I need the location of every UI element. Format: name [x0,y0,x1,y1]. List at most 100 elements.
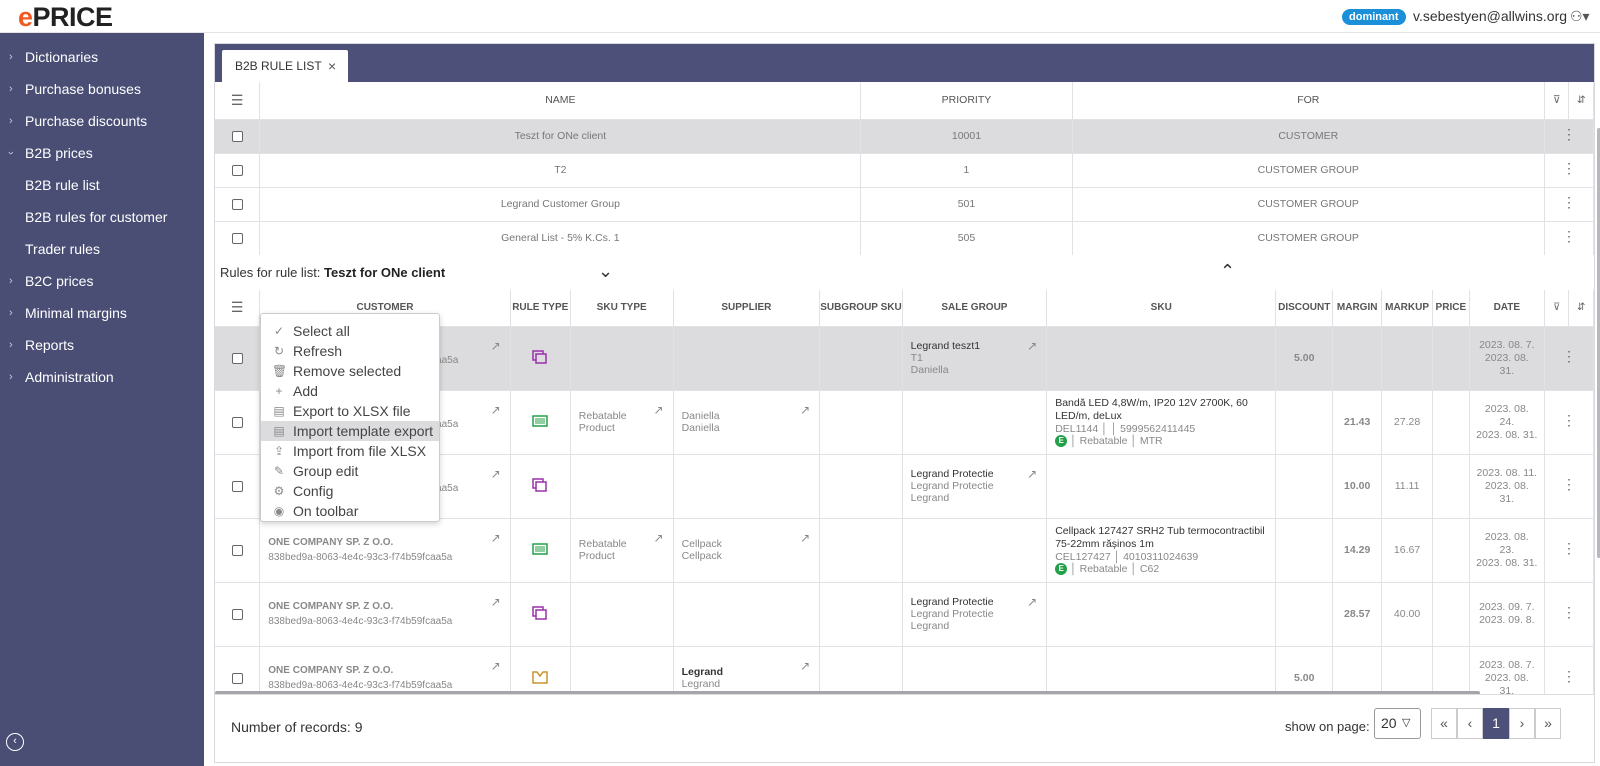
sidebar-item-b2c-prices[interactable]: › B2C prices [0,265,204,297]
sidebar-item-purchase-discounts[interactable]: › Purchase discounts [0,105,204,137]
header-subgroup-sku[interactable]: SUBGROUP SKU [819,290,903,327]
close-tab-icon[interactable]: × [328,58,337,74]
external-link-icon[interactable]: ↗ [1027,594,1038,609]
column-menu-icon[interactable]: ☰ [215,82,261,120]
row-actions-icon[interactable]: ⋮ [1544,518,1595,583]
header-date[interactable]: DATE [1469,290,1545,327]
menu-item-on-toolbar[interactable]: ◉ On toolbar [273,503,359,519]
header-sku[interactable]: SKU [1046,290,1277,327]
row-checkbox[interactable] [215,153,261,188]
external-link-icon[interactable]: ↗ [800,658,811,673]
table-row[interactable]: T2 1 CUSTOMER GROUP ⋮ [215,153,1594,188]
row-actions-icon[interactable]: ⋮ [1544,326,1595,391]
table-row[interactable]: Legrand Customer Group 501 CUSTOMER GROU… [215,187,1594,222]
external-link-icon[interactable]: ↗ [1027,338,1038,353]
row-actions-icon[interactable]: ⋮ [1544,221,1594,256]
filter-icon[interactable]: ⊽ [1544,82,1570,120]
table-row[interactable]: General List - 5% K.Cs. 1 505 CUSTOMER G… [215,221,1594,256]
header-price[interactable]: PRICE [1432,290,1470,327]
header-sale-group[interactable]: SALE GROUP [902,290,1048,327]
sidebar-item-dictionaries[interactable]: › Dictionaries [0,41,204,73]
header-name[interactable]: NAME [259,82,862,120]
prev-page-button[interactable]: ‹ [1457,708,1483,739]
external-link-icon[interactable]: ↗ [490,402,501,417]
sidebar-item-administration[interactable]: › Administration [0,361,204,393]
row-checkbox[interactable] [215,221,261,256]
menu-item-import-template-export[interactable]: ▤ Import template export [261,421,439,441]
sidebar-item-b2b-prices[interactable]: ‹ B2B prices [0,137,204,169]
external-link-icon[interactable]: ↗ [653,530,664,545]
sidebar-item-trader-rules[interactable]: Trader rules [0,233,204,265]
header-sku-type[interactable]: SKU TYPE [570,290,674,327]
external-link-icon[interactable]: ↗ [490,338,501,353]
sidebar-item-b2b-rule-list[interactable]: B2B rule list [0,169,204,201]
table-row[interactable]: ONE COMPANY SP. Z O.O. 838bed9a-8063-4e4c… [215,582,1595,647]
row-actions-icon[interactable]: ⋮ [1544,153,1594,188]
row-actions-icon[interactable]: ⋮ [1544,390,1595,455]
header-priority[interactable]: PRIORITY [860,82,1073,120]
menu-item-remove-selected[interactable]: 🗑 Remove selected [272,363,402,379]
tab-b2b-rule-list[interactable]: B2B RULE LIST × [222,50,348,82]
row-actions-icon[interactable]: ⋮ [1544,119,1594,154]
menu-item-select-all[interactable]: ✓ Select all [273,323,350,339]
horizontal-scrollbar[interactable] [215,691,1480,695]
filter-icon[interactable]: ⊽ [1544,290,1570,327]
header-markup[interactable]: MARKUP [1381,290,1434,327]
external-link-icon[interactable]: ↗ [490,530,501,545]
table-row[interactable]: ONE COMPANY SP. Z O.O. 838bed9a-8063-4e4c… [215,518,1595,583]
menu-item-import-from-xlsx[interactable]: ⇪ Import from file XLSX [273,443,427,459]
column-menu-icon[interactable]: ☰ [215,290,261,327]
last-page-button[interactable]: » [1535,708,1561,739]
row-actions-icon[interactable]: ⋮ [1544,454,1595,519]
collapse-sidebar-icon[interactable]: ‹ [6,733,24,751]
menu-item-add[interactable]: + Add [261,381,439,401]
vertical-scrollbar[interactable] [1597,128,1600,558]
menu-item-group-edit[interactable]: ✎ Group edit [273,463,359,479]
external-link-icon[interactable]: ↗ [490,658,501,673]
chevron-right-icon: › [9,275,13,287]
row-checkbox[interactable] [215,187,261,222]
user-email[interactable]: v.sebestyen@allwins.org [1413,8,1568,24]
sidebar-item-purchase-bonuses[interactable]: › Purchase bonuses [0,73,204,105]
sidebar-item-reports[interactable]: › Reports [0,329,204,361]
chevron-right-icon: › [9,115,13,127]
external-link-icon[interactable]: ↗ [490,594,501,609]
external-link-icon[interactable]: ↗ [800,402,811,417]
row-actions-icon[interactable]: ⋮ [1544,187,1594,222]
sort-icon[interactable]: ⇵ [1568,82,1594,120]
row-checkbox[interactable] [215,454,261,519]
table-row[interactable]: fcaa5a ↗ Rebatable Product ↗ Daniella Daniel… [215,390,1595,455]
row-checkbox[interactable] [215,119,261,154]
external-link-icon[interactable]: ↗ [653,402,664,417]
table-row[interactable]: Teszt for ONe client 10001 CUSTOMER ⋮ [215,119,1594,154]
sidebar-item-b2b-rules-for-customer[interactable]: B2B rules for customer [0,201,204,233]
menu-item-export-xlsx[interactable]: ▤ Export to XLSX file [273,403,411,419]
row-checkbox[interactable] [215,582,261,647]
menu-item-refresh[interactable]: ↻ Refresh [273,343,343,359]
row-checkbox[interactable] [215,326,261,391]
first-page-button[interactable]: « [1431,708,1457,739]
row-checkbox[interactable] [215,390,261,455]
sort-icon[interactable]: ⇵ [1568,290,1594,327]
header-for[interactable]: FOR [1072,82,1546,120]
eprice-logo[interactable]: ePRICE [18,2,113,32]
cell-name: Legrand Customer Group [259,187,862,222]
external-link-icon[interactable]: ↗ [800,530,811,545]
header-supplier[interactable]: SUPPLIER [673,290,821,327]
page-1-button[interactable]: 1 [1483,708,1509,739]
header-margin[interactable]: MARGIN [1332,290,1383,327]
sidebar-item-minimal-margins[interactable]: › Minimal margins [0,297,204,329]
external-link-icon[interactable]: ↗ [490,466,501,481]
next-page-button[interactable]: › [1509,708,1535,739]
row-actions-icon[interactable]: ⋮ [1544,582,1595,647]
expand-up-icon[interactable]: ⌃ [1220,261,1236,281]
header-rule-type[interactable]: RULE TYPE [510,290,571,327]
page-size-select[interactable]: 20 ▽ [1374,708,1421,739]
menu-item-config[interactable]: ⚙ Config [273,483,334,499]
header-discount[interactable]: DISCOUNT [1275,290,1334,327]
user-icon[interactable]: ⚇▾ [1570,8,1590,24]
external-link-icon[interactable]: ↗ [1027,466,1038,481]
row-checkbox[interactable] [215,518,261,583]
e-badge-icon: E [1055,435,1068,448]
expand-down-icon[interactable]: ⌄ [598,261,614,281]
